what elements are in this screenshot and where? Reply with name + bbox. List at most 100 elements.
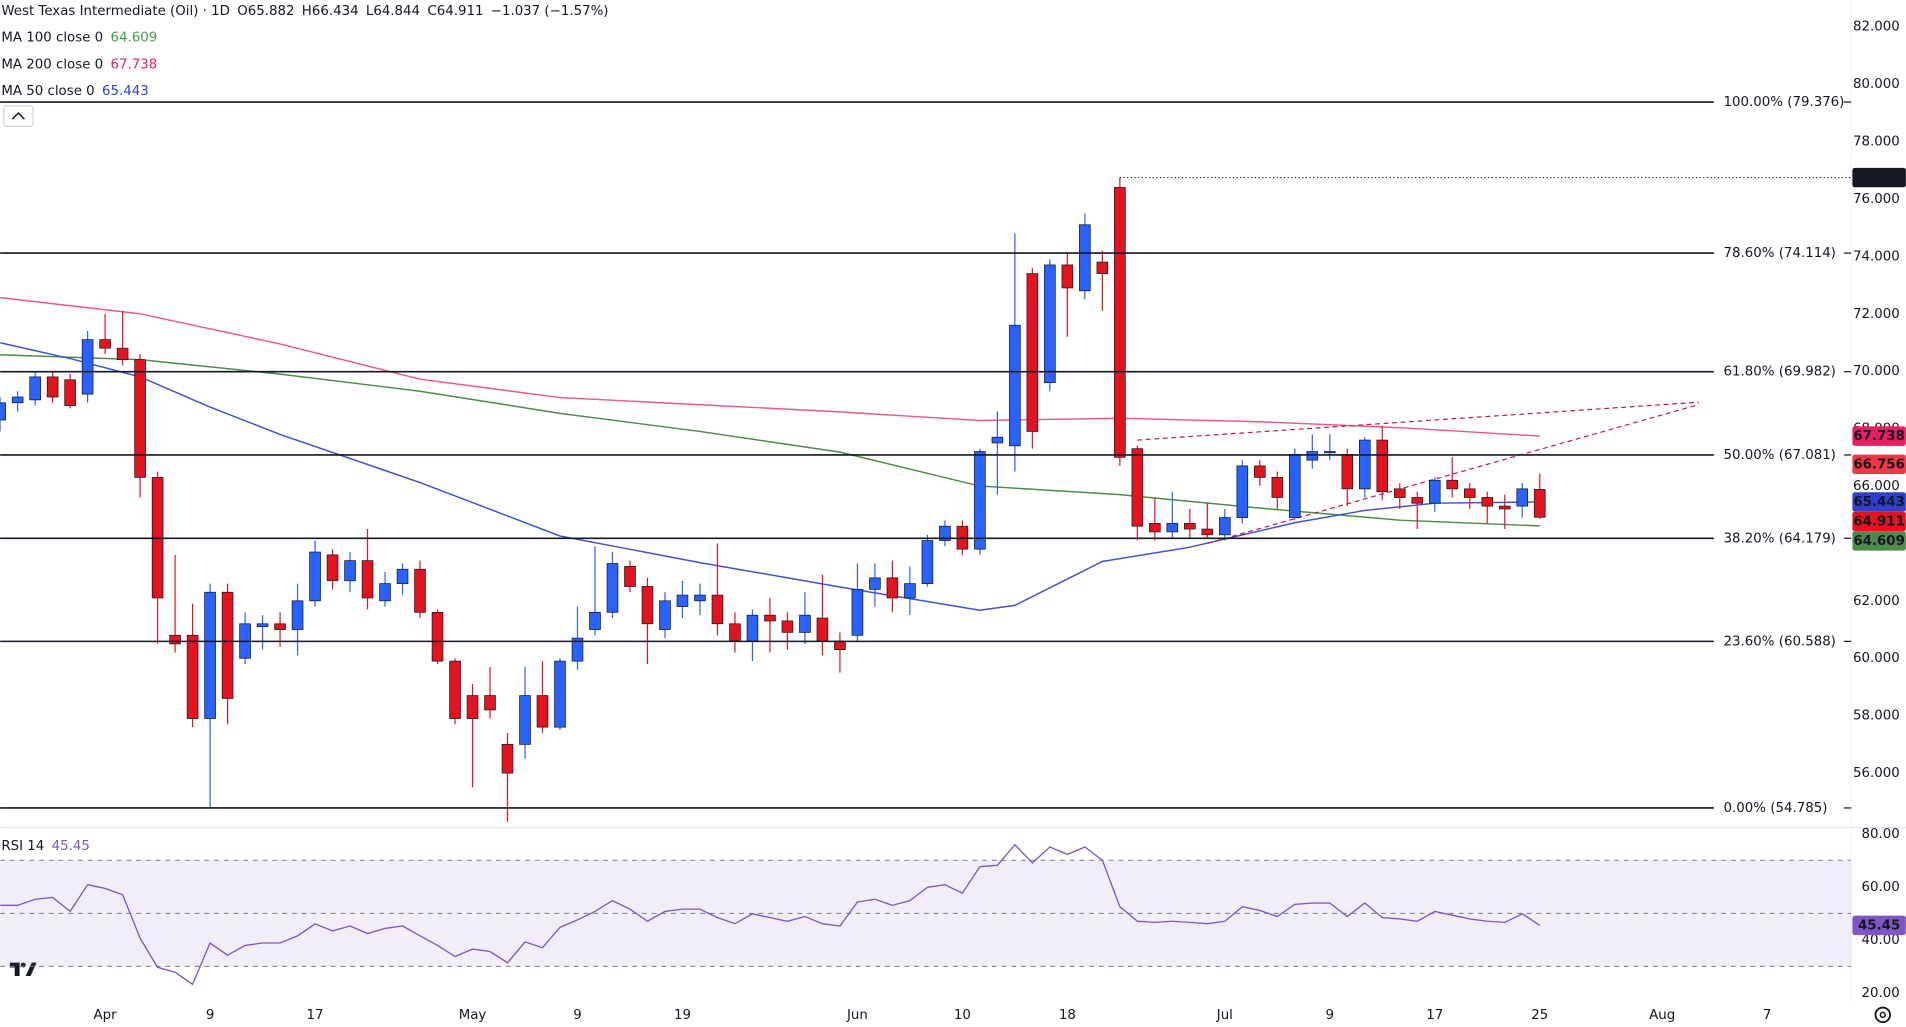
candle-body bbox=[974, 451, 986, 550]
price-tag-label: 65.443 bbox=[1853, 495, 1905, 510]
x-tick-label: 17 bbox=[307, 1008, 324, 1023]
candle-body bbox=[1009, 324, 1021, 447]
x-tick-label: 10 bbox=[954, 1008, 971, 1023]
candle-body bbox=[1428, 479, 1441, 504]
candle-body bbox=[1131, 448, 1144, 527]
fib-label: 50.00% (67.081) bbox=[1724, 448, 1836, 463]
legend-value: 65.443 bbox=[102, 84, 149, 99]
candle-body bbox=[1044, 264, 1056, 384]
x-tick-label: 17 bbox=[1426, 1008, 1443, 1023]
candle-body bbox=[221, 591, 234, 699]
candle-body bbox=[624, 566, 636, 587]
moving-average-line bbox=[0, 354, 1540, 527]
price-tag bbox=[1852, 426, 1906, 446]
candle-body bbox=[361, 560, 374, 599]
candle-body bbox=[1219, 517, 1231, 536]
legend-name: MA 50 close 0 bbox=[1, 84, 94, 99]
candle-body bbox=[326, 554, 339, 582]
candle-body bbox=[799, 614, 811, 633]
candle-body bbox=[746, 614, 759, 642]
legend-entry: MA 200 close 0 67.738 bbox=[1, 57, 157, 72]
x-tick-label: 7 bbox=[1763, 1008, 1771, 1023]
price-tag bbox=[1852, 454, 1906, 475]
candle-body bbox=[0, 402, 6, 421]
y-tick-label: 70.000 bbox=[1853, 364, 1900, 379]
candle-body bbox=[886, 577, 899, 599]
candle-body bbox=[501, 743, 514, 774]
ohlc-value: O65.882 bbox=[237, 4, 294, 19]
price-plot bbox=[0, 177, 1700, 822]
y-tick-label: 72.000 bbox=[1853, 307, 1900, 322]
x-tick-label: 25 bbox=[1531, 1008, 1548, 1023]
rsi-line bbox=[0, 843, 1541, 986]
candle-body bbox=[1341, 454, 1354, 490]
candle-body bbox=[81, 339, 94, 395]
candle-body bbox=[11, 396, 24, 404]
y-tick-label: 76.000 bbox=[1853, 192, 1900, 207]
x-tick-label: Jun bbox=[846, 1008, 868, 1023]
candle-body bbox=[1306, 451, 1319, 461]
legend-entry: MA 50 close 0 65.443 bbox=[1, 84, 148, 99]
rsi-legend: RSI 14 45.45 bbox=[1, 839, 89, 854]
candle-body bbox=[659, 600, 671, 630]
candle-body bbox=[589, 611, 601, 630]
candle-body bbox=[1026, 273, 1039, 432]
y-tick-label: 80.000 bbox=[1853, 77, 1900, 92]
legend-name: MA 200 close 0 bbox=[1, 57, 103, 72]
candle-body bbox=[554, 660, 566, 728]
candle-body bbox=[1376, 439, 1389, 493]
candle-body bbox=[991, 436, 1004, 444]
rsi-tick-label: 60.00 bbox=[1862, 880, 1900, 895]
price-tag bbox=[1852, 492, 1906, 512]
candle-body bbox=[571, 637, 584, 662]
candle-body bbox=[939, 525, 951, 541]
trendline bbox=[1207, 403, 1700, 544]
collapse-button[interactable] bbox=[3, 105, 34, 128]
candle-body bbox=[396, 568, 409, 584]
candle-body bbox=[641, 586, 654, 625]
fib-label: 38.20% (64.179) bbox=[1724, 531, 1836, 546]
y-tick-label: 62.000 bbox=[1853, 594, 1900, 609]
candle-body bbox=[869, 577, 881, 590]
candle-body bbox=[1324, 451, 1336, 454]
candle-body bbox=[781, 620, 794, 633]
candle-body bbox=[1359, 439, 1371, 490]
x-tick-label: 9 bbox=[1326, 1008, 1335, 1023]
candle-body bbox=[1096, 261, 1109, 274]
y-tick-label: 74.000 bbox=[1853, 249, 1900, 264]
x-tick-label: 18 bbox=[1059, 1008, 1076, 1023]
candle-body bbox=[851, 588, 864, 636]
rsi-tick-label: 20.00 bbox=[1862, 986, 1900, 1001]
fib-label: 78.60% (74.114) bbox=[1724, 246, 1836, 261]
candle-body bbox=[309, 551, 321, 602]
fib-label: 0.00% (54.785) bbox=[1724, 801, 1828, 816]
fib-label: 23.60% (60.588) bbox=[1724, 634, 1836, 649]
candle-body bbox=[1533, 489, 1546, 518]
rsi-tag-label: 45.45 bbox=[1858, 918, 1900, 933]
price-tag bbox=[1852, 167, 1906, 188]
candle-body bbox=[606, 563, 619, 613]
candle-body bbox=[379, 583, 391, 602]
candle-body bbox=[519, 695, 531, 745]
legend-value: 67.738 bbox=[110, 57, 157, 72]
candle-body bbox=[449, 660, 461, 719]
settings-icon[interactable] bbox=[1874, 1006, 1891, 1024]
candle-body bbox=[921, 540, 934, 584]
candle-body bbox=[1149, 522, 1161, 533]
candle-body bbox=[186, 634, 199, 719]
x-tick-label: Aug bbox=[1649, 1008, 1675, 1023]
candle-body bbox=[1481, 497, 1494, 507]
candle-body bbox=[816, 617, 829, 642]
candle-body bbox=[904, 583, 916, 599]
rsi-tick-label: 80.00 bbox=[1862, 827, 1900, 842]
rsi-tag bbox=[1852, 915, 1906, 936]
candle-body bbox=[1079, 224, 1091, 292]
chart-title: West Texas Intermediate (Oil) · 1D bbox=[1, 4, 230, 19]
candle-body bbox=[1254, 465, 1266, 478]
rsi-value: 45.45 bbox=[52, 839, 90, 854]
y-tick-label: 82.000 bbox=[1853, 20, 1900, 35]
candle-body bbox=[1166, 522, 1179, 533]
candle-body bbox=[466, 695, 479, 719]
candle-body bbox=[46, 376, 59, 398]
